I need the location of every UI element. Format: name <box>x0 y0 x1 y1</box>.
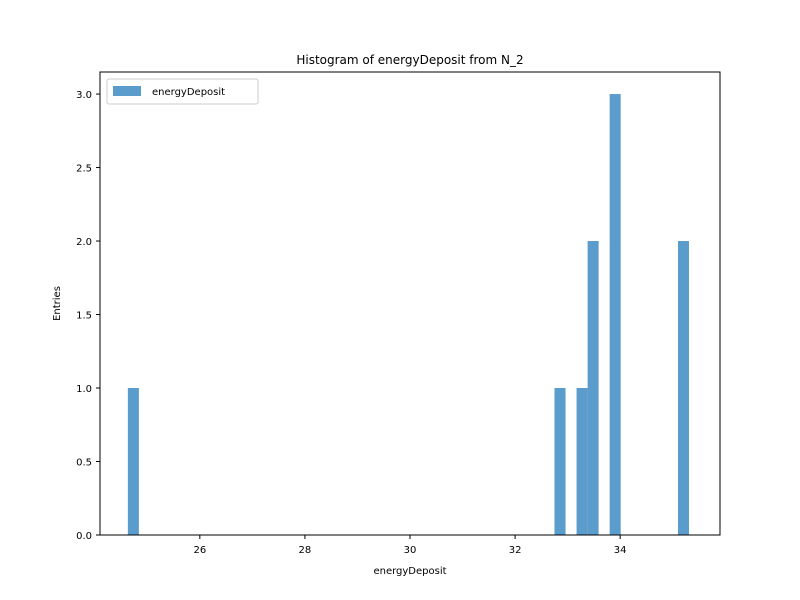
y-tick-label-2: 1.0 <box>76 384 92 395</box>
x-tick-label-0: 26 <box>193 545 206 556</box>
y-axis-label: Entries <box>52 286 63 321</box>
bars-group <box>127 94 689 536</box>
y-axis-ticks: 0.0 0.5 1.0 1.5 2.0 2.5 3.0 <box>76 90 100 542</box>
legend-swatch <box>113 86 141 96</box>
x-tick-label-2: 30 <box>404 545 417 556</box>
legend-box <box>106 78 259 105</box>
y-tick-label-6: 3.0 <box>76 90 92 101</box>
legend: energyDeposit <box>106 78 259 105</box>
legend-label: energyDeposit <box>152 87 225 98</box>
y-tick-label-4: 2.0 <box>76 237 92 248</box>
y-tick-label-5: 2.5 <box>76 164 92 175</box>
x-tick-label-4: 34 <box>614 545 627 556</box>
x-axis-ticks: 26 28 30 32 34 <box>193 535 627 556</box>
histogram-bar-1 <box>554 388 566 535</box>
x-tick-label-1: 28 <box>299 545 312 556</box>
y-tick-label-3: 1.5 <box>76 311 92 322</box>
histogram-bar-3 <box>587 241 599 536</box>
chart-title: Histogram of energyDeposit from N_2 <box>296 53 523 67</box>
histogram-bar-2 <box>576 388 588 535</box>
histogram-bar-4 <box>609 94 621 536</box>
y-tick-label-1: 0.5 <box>76 458 92 469</box>
x-tick-label-3: 32 <box>509 545 522 556</box>
histogram-bar-0 <box>127 388 139 535</box>
y-tick-label-0: 0.0 <box>76 531 92 542</box>
x-axis-label: energyDeposit <box>373 566 446 577</box>
histogram-bar-5 <box>677 241 689 536</box>
